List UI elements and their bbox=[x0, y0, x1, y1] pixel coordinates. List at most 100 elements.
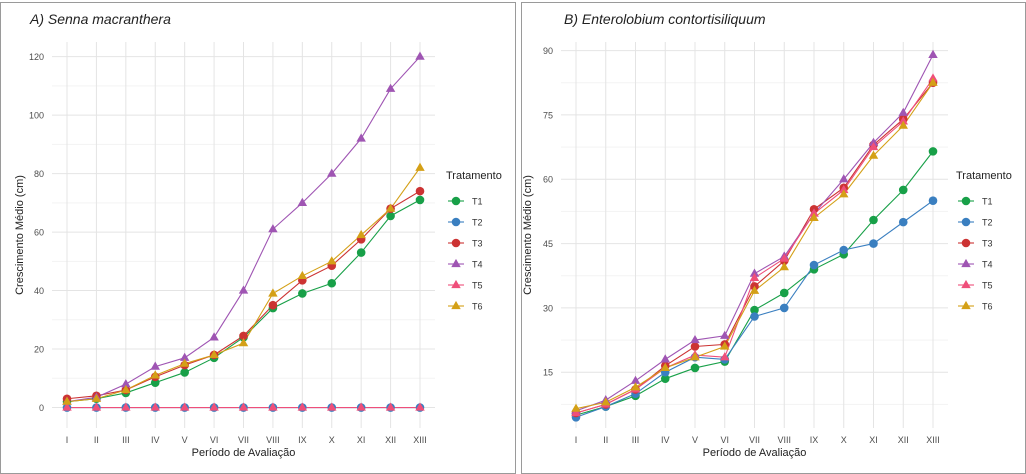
x-tick-label: VI bbox=[720, 435, 729, 445]
data-point-t6 bbox=[268, 288, 278, 297]
data-point-t6 bbox=[660, 362, 670, 372]
x-tick-label: XIII bbox=[413, 435, 427, 445]
legend-key-marker bbox=[451, 300, 461, 310]
data-point-t1 bbox=[298, 289, 307, 298]
data-point-t5 bbox=[809, 208, 819, 217]
legend-label: T1 bbox=[982, 197, 993, 207]
legend-label: T1 bbox=[472, 197, 483, 207]
legend-key-marker bbox=[961, 238, 971, 248]
data-point-t6 bbox=[91, 393, 102, 402]
legend-title: Tratamento bbox=[956, 170, 1012, 182]
x-tick-label: IV bbox=[661, 435, 670, 445]
data-point-t5 bbox=[356, 402, 366, 411]
data-point-t6 bbox=[809, 212, 819, 221]
data-point-t2 bbox=[750, 312, 759, 321]
data-point-t1 bbox=[327, 278, 337, 288]
data-point-t3 bbox=[268, 300, 278, 310]
y-tick-label: 100 bbox=[29, 111, 44, 121]
x-tick-label: II bbox=[94, 435, 99, 445]
data-point-t5 bbox=[209, 402, 219, 411]
legend-key-marker bbox=[961, 217, 971, 227]
data-point-t1 bbox=[750, 305, 759, 315]
data-point-t5 bbox=[238, 402, 249, 411]
data-point-t6 bbox=[720, 341, 730, 350]
x-tick-label: XII bbox=[898, 435, 909, 445]
x-tick-label: VIII bbox=[777, 435, 791, 445]
data-point-t5 bbox=[749, 272, 760, 281]
data-point-t6 bbox=[868, 150, 879, 159]
data-point-t4 bbox=[268, 224, 278, 233]
data-point-t6 bbox=[209, 349, 219, 358]
chart-title: A) Senna macranthera bbox=[29, 11, 171, 27]
data-point-t6 bbox=[179, 358, 190, 367]
x-axis-label: Período de Avaliação bbox=[192, 447, 296, 459]
legend-label: T6 bbox=[982, 302, 993, 312]
data-point-t1 bbox=[779, 288, 789, 298]
legend-key-marker bbox=[961, 258, 971, 268]
legend-title: Tratamento bbox=[446, 170, 502, 182]
y-tick-label: 40 bbox=[34, 286, 44, 296]
data-point-t6 bbox=[62, 396, 72, 405]
data-point-t5 bbox=[179, 402, 190, 411]
data-point-t2 bbox=[928, 196, 938, 205]
data-point-t5 bbox=[268, 402, 278, 411]
legend-label: T2 bbox=[472, 218, 483, 228]
data-point-t1 bbox=[660, 374, 670, 383]
data-point-t5 bbox=[868, 142, 879, 151]
legend-label: T4 bbox=[472, 260, 483, 270]
legend-label: T5 bbox=[982, 281, 993, 291]
data-point-t4 bbox=[749, 268, 760, 277]
x-tick-label: IV bbox=[151, 435, 160, 445]
data-point-t6 bbox=[898, 120, 908, 129]
legend-label: T3 bbox=[472, 239, 483, 249]
data-point-t1 bbox=[928, 147, 938, 156]
x-tick-label: III bbox=[122, 435, 130, 445]
data-point-t1 bbox=[869, 215, 878, 225]
legend-label: T6 bbox=[472, 302, 483, 312]
data-point-t5 bbox=[62, 402, 72, 411]
data-point-t4 bbox=[327, 168, 337, 177]
y-tick-label: 20 bbox=[34, 345, 44, 355]
x-tick-label: X bbox=[329, 435, 335, 445]
legend-key-marker bbox=[961, 279, 971, 289]
legend-key-marker bbox=[451, 238, 461, 248]
data-point-t4 bbox=[868, 137, 879, 146]
data-point-t6 bbox=[571, 403, 581, 412]
x-tick-label: XII bbox=[385, 435, 396, 445]
data-point-t4 bbox=[630, 375, 641, 384]
data-point-t5 bbox=[297, 402, 308, 411]
legend-key-marker bbox=[961, 196, 971, 206]
data-point-t2 bbox=[869, 239, 878, 248]
data-point-t6 bbox=[385, 203, 396, 212]
data-point-t2 bbox=[779, 303, 789, 313]
data-point-t4 bbox=[385, 83, 396, 92]
data-point-t4 bbox=[720, 330, 730, 339]
y-tick-label: 120 bbox=[29, 52, 44, 62]
x-tick-label: I bbox=[66, 435, 69, 445]
x-tick-label: XIII bbox=[926, 435, 940, 445]
data-point-t6 bbox=[690, 352, 700, 361]
data-point-t5 bbox=[121, 402, 131, 411]
data-point-t4 bbox=[839, 174, 849, 183]
data-point-t4 bbox=[690, 335, 700, 344]
x-tick-label: IX bbox=[810, 435, 819, 445]
legend-key-marker bbox=[451, 258, 461, 268]
y-tick-label: 90 bbox=[543, 46, 553, 56]
x-tick-label: VIII bbox=[266, 435, 280, 445]
chart-panel-a: A) Senna macranthera 0 20 40 60 80 100 120 I II II… bbox=[0, 0, 516, 474]
data-point-t6 bbox=[238, 338, 249, 347]
data-point-t2 bbox=[898, 217, 908, 227]
y-tick-label: 75 bbox=[543, 110, 553, 120]
data-point-t5 bbox=[327, 402, 337, 411]
data-point-t5 bbox=[415, 402, 425, 411]
y-axis-label: Crescimento Médio (cm) bbox=[14, 175, 26, 295]
data-point-t2 bbox=[839, 245, 849, 255]
x-tick-label: X bbox=[841, 435, 847, 445]
data-point-t5 bbox=[385, 402, 396, 411]
data-point-t3 bbox=[415, 186, 425, 196]
x-tick-label: I bbox=[575, 435, 578, 445]
x-tick-label: XI bbox=[869, 435, 878, 445]
y-tick-label: 60 bbox=[543, 175, 553, 185]
data-point-t6 bbox=[150, 370, 160, 379]
